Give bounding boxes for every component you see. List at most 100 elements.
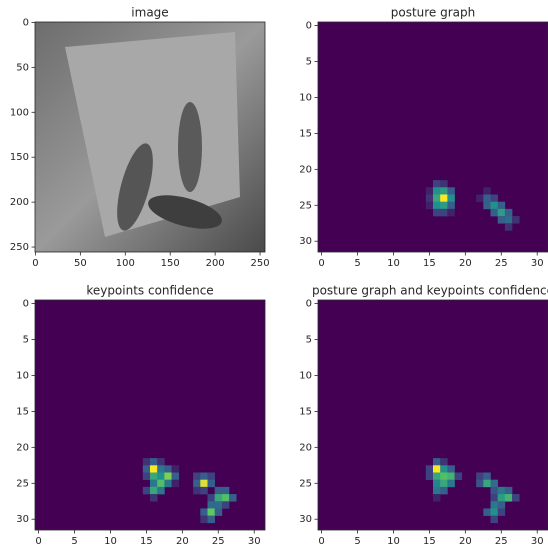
heatmap-cell [214,494,223,502]
heatmap-cell [440,479,448,488]
heatmap-cell [150,458,158,466]
photo-wall [65,32,240,237]
axes-frame [34,299,266,531]
heatmap-cell [164,472,172,480]
heatmap-cell [433,194,441,202]
heatmap-cell [497,486,506,495]
heatmap-cell [171,472,180,480]
heatmap-cell [193,486,201,495]
heatmap-cell [497,216,506,224]
heatmap-cell [476,194,484,202]
heatmap-cell [483,508,491,516]
heatmap-cell [504,223,513,231]
heatmap-cell [497,208,506,217]
heatmap-cell [433,208,441,217]
heatmap-cell [490,501,498,509]
subplot-title: posture graph and keypoints confidence [312,284,548,298]
heatmap-cell [433,187,441,195]
x-tick-label: 20 [459,536,472,547]
heatmap-cell [490,515,498,524]
heatmap-cell [207,494,215,502]
heatmap-cell [490,194,498,202]
x-tick-label: 0 [32,258,38,269]
x-tick-label: 30 [531,536,544,547]
heatmap-cell [214,501,223,509]
y-tick-label: 5 [306,335,312,346]
y-tick-label: 30 [16,514,29,525]
heatmap-cell [483,187,491,195]
x-tick-label: 0 [318,536,324,547]
heatmap-cell [200,479,208,488]
x-tick-label: 25 [495,258,508,269]
y-tick-label: 15 [16,406,29,417]
heatmap-cell [229,494,237,502]
axes-frame [317,299,548,531]
heatmap-cell [440,201,448,210]
heatmap-cell [476,472,484,480]
heatmap-cell [490,208,498,217]
y-tick-label: 30 [299,514,312,525]
y-tick-label: 10 [299,92,312,103]
heatmap-cell [207,508,215,516]
x-tick-label: 0 [35,536,41,547]
heatmap-cell [447,479,455,488]
y-tick-label: 250 [10,242,29,253]
y-tick-label: 10 [16,370,29,381]
heatmap-cell [497,494,506,502]
y-tick-label: 0 [23,17,29,28]
heatmap-cell [150,479,158,488]
y-tick-label: 20 [299,164,312,175]
heatmap-cell [425,465,434,473]
heatmap-cell [440,472,448,480]
heatmap-cell [490,508,498,516]
photo-animal [178,102,202,192]
heatmap-cell [447,187,455,195]
y-tick-label: 20 [299,442,312,453]
heatmap-cell [433,472,441,480]
subplot-title: keypoints confidence [86,284,213,298]
y-tick-label: 5 [23,335,29,346]
x-tick-label: 15 [423,258,436,269]
heatmap-cell [512,494,520,502]
heatmap-cell [447,208,455,217]
heatmap-cell [447,465,455,473]
y-tick-label: 200 [10,197,29,208]
heatmap-cell [433,458,441,466]
heatmap-cell [440,180,448,188]
heatmap-cell [512,216,520,224]
y-tick-label: 20 [16,442,29,453]
heatmap-cell [433,201,441,210]
heatmap-cell [200,515,208,524]
heatmap-cell [483,472,491,480]
axes-frame [317,21,548,253]
x-tick-label: 10 [387,536,400,547]
x-tick-label: 20 [176,536,189,547]
heatmap-cell [200,472,208,480]
x-tick-label: 5 [71,536,77,547]
heatmap-cell [504,208,513,217]
heatmap-cell [221,486,230,495]
heatmap-cell [193,472,201,480]
heatmap-cell [433,465,441,473]
heatmap-cell [200,508,208,516]
x-tick-label: 10 [387,258,400,269]
x-tick-label: 10 [104,536,117,547]
x-tick-label: 20 [459,258,472,269]
heatmap-cell [483,479,491,488]
heatmap-cell [440,208,448,217]
photo-animal [117,143,153,231]
heatmap-cell [214,486,223,495]
heatmap-cell [150,494,158,502]
heatmap-cell [157,479,165,488]
heatmap-cell [157,486,165,495]
y-tick-label: 15 [299,128,312,139]
heatmap-cell [440,187,448,195]
heatmap-cell [207,472,215,480]
heatmap-cell [171,465,180,473]
y-tick-label: 5 [306,57,312,68]
heatmap-cell [214,508,223,516]
heatmap-cell [490,486,498,495]
x-tick-label: 5 [354,258,360,269]
heatmap-cell [171,479,180,488]
